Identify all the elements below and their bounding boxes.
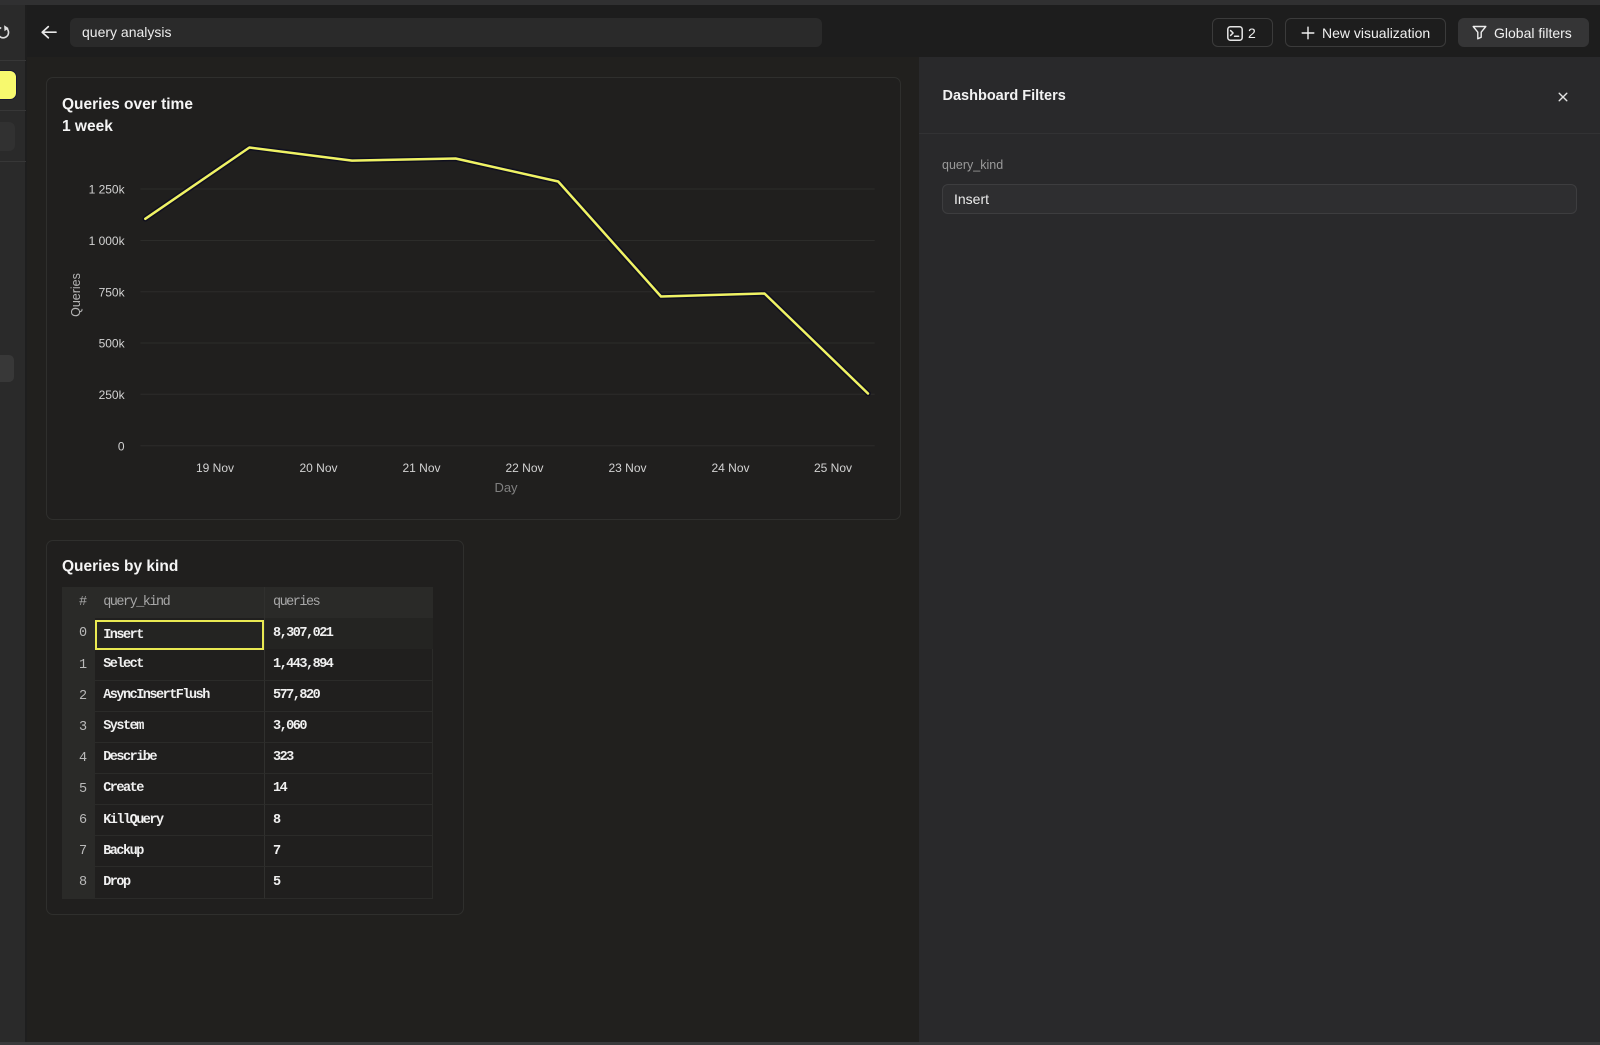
svg-text:250k: 250k: [99, 388, 126, 402]
svg-text:20 Nov: 20 Nov: [299, 461, 337, 475]
svg-text:23 Nov: 23 Nov: [608, 461, 646, 475]
svg-text:22 Nov: 22 Nov: [505, 461, 543, 475]
svg-text:24 Nov: 24 Nov: [711, 461, 749, 475]
svg-text:Day: Day: [494, 480, 518, 495]
svg-text:750k: 750k: [99, 285, 126, 299]
svg-text:1 250k: 1 250k: [89, 183, 126, 197]
svg-text:500k: 500k: [99, 337, 126, 351]
svg-text:25 Nov: 25 Nov: [814, 461, 852, 475]
svg-text:19 Nov: 19 Nov: [196, 461, 234, 475]
svg-text:21 Nov: 21 Nov: [402, 461, 440, 475]
svg-text:0: 0: [118, 439, 125, 453]
svg-text:Queries: Queries: [69, 273, 83, 317]
svg-text:1 000k: 1 000k: [89, 234, 126, 248]
